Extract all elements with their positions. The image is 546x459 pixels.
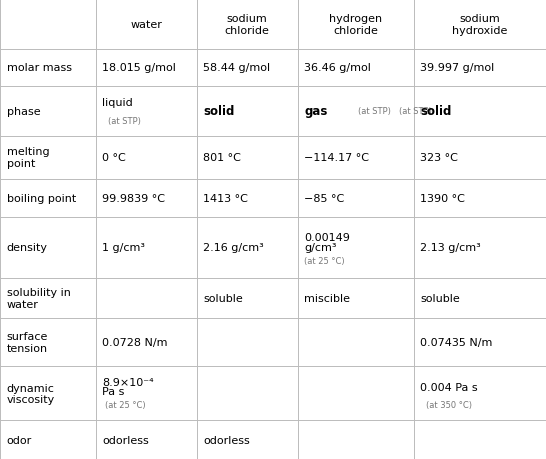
Text: 58.44 g/mol: 58.44 g/mol (203, 63, 270, 73)
Text: (at STP): (at STP) (108, 117, 140, 126)
Text: (at STP): (at STP) (399, 107, 432, 116)
Text: sodium
chloride: sodium chloride (224, 14, 270, 35)
Text: (at 350 °C): (at 350 °C) (426, 400, 472, 409)
Text: −85 °C: −85 °C (304, 193, 345, 203)
Text: odorless: odorless (102, 435, 149, 445)
Text: miscible: miscible (304, 293, 350, 303)
Text: 0 °C: 0 °C (102, 153, 126, 163)
Text: solubility in
water: solubility in water (7, 287, 70, 309)
Text: odorless: odorless (203, 435, 250, 445)
Text: boiling point: boiling point (7, 193, 76, 203)
Text: 801 °C: 801 °C (203, 153, 241, 163)
Text: 36.46 g/mol: 36.46 g/mol (304, 63, 371, 73)
Text: surface
tension: surface tension (7, 332, 48, 353)
Text: (at 25 °C): (at 25 °C) (304, 257, 345, 266)
Text: Pa s: Pa s (102, 386, 124, 397)
Text: water: water (130, 20, 162, 30)
Text: 323 °C: 323 °C (420, 153, 458, 163)
Text: soluble: soluble (420, 293, 460, 303)
Text: soluble: soluble (203, 293, 243, 303)
Text: (at 25 °C): (at 25 °C) (105, 400, 145, 409)
Text: 0.004 Pa s: 0.004 Pa s (420, 382, 478, 392)
Text: 1 g/cm³: 1 g/cm³ (102, 243, 145, 253)
Text: 2.13 g/cm³: 2.13 g/cm³ (420, 243, 481, 253)
Text: molar mass: molar mass (7, 63, 72, 73)
Text: 1413 °C: 1413 °C (203, 193, 248, 203)
Text: −114.17 °C: −114.17 °C (304, 153, 369, 163)
Text: solid: solid (420, 105, 452, 118)
Text: gas: gas (304, 105, 328, 118)
Text: odor: odor (7, 435, 32, 445)
Text: 0.07435 N/m: 0.07435 N/m (420, 337, 493, 347)
Text: 0.0728 N/m: 0.0728 N/m (102, 337, 168, 347)
Text: density: density (7, 243, 48, 253)
Text: 99.9839 °C: 99.9839 °C (102, 193, 165, 203)
Text: 18.015 g/mol: 18.015 g/mol (102, 63, 176, 73)
Text: melting
point: melting point (7, 147, 49, 168)
Text: solid: solid (203, 105, 234, 118)
Text: g/cm³: g/cm³ (304, 242, 337, 252)
Text: phase: phase (7, 106, 40, 117)
Text: 2.16 g/cm³: 2.16 g/cm³ (203, 243, 264, 253)
Text: 0.00149: 0.00149 (304, 232, 350, 242)
Text: 1390 °C: 1390 °C (420, 193, 465, 203)
Text: (at STP): (at STP) (358, 107, 391, 116)
Text: sodium
hydroxide: sodium hydroxide (452, 14, 508, 35)
Text: dynamic
viscosity: dynamic viscosity (7, 383, 55, 404)
Text: 39.997 g/mol: 39.997 g/mol (420, 63, 495, 73)
Text: 8.9×10⁻⁴: 8.9×10⁻⁴ (102, 377, 154, 387)
Text: liquid: liquid (102, 98, 133, 108)
Text: hydrogen
chloride: hydrogen chloride (329, 14, 382, 35)
